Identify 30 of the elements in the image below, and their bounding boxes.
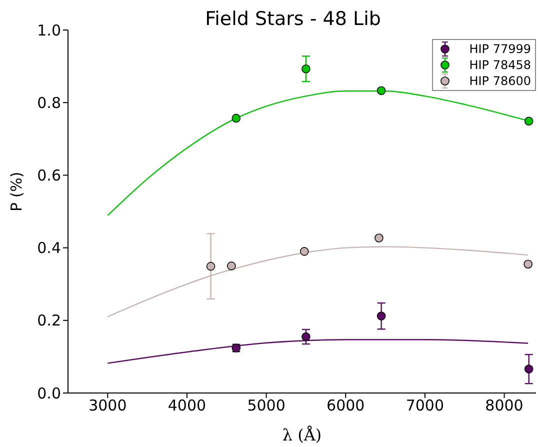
point bbox=[227, 262, 236, 270]
y-tick-label: 0.6 bbox=[37, 166, 61, 185]
x-tick-label: 3000 bbox=[88, 396, 127, 415]
x-tick-label: 4000 bbox=[168, 396, 206, 415]
legend-label: HIP 78458 bbox=[469, 58, 531, 72]
y-tick-label: 1.0 bbox=[37, 21, 61, 40]
x-axis-title: λ (Å) bbox=[282, 425, 322, 444]
point bbox=[376, 312, 386, 320]
point bbox=[302, 64, 310, 74]
point bbox=[302, 332, 310, 342]
x-tick-label: 5000 bbox=[247, 396, 286, 415]
point bbox=[524, 116, 534, 126]
point bbox=[524, 260, 532, 269]
y-axis-title: P (%) bbox=[7, 172, 26, 212]
point bbox=[206, 262, 216, 271]
legend-label: HIP 77999 bbox=[469, 42, 531, 56]
x-tick-label: 8000 bbox=[485, 396, 524, 415]
x-tick-label: 6000 bbox=[326, 396, 365, 415]
x-tick-label: 7000 bbox=[406, 396, 444, 415]
point bbox=[524, 364, 534, 374]
y-tick-label: 0.2 bbox=[37, 312, 61, 330]
chart-title: Field Stars - 48 Lib bbox=[205, 8, 381, 30]
y-tick-label: 0.8 bbox=[37, 94, 61, 112]
legend-label: HIP 78600 bbox=[469, 74, 531, 88]
point bbox=[232, 114, 241, 123]
y-tick-label: 0.0 bbox=[37, 384, 61, 402]
y-tick-label: 0.4 bbox=[37, 239, 61, 258]
point bbox=[300, 247, 309, 256]
point bbox=[376, 86, 386, 96]
point bbox=[374, 234, 384, 242]
